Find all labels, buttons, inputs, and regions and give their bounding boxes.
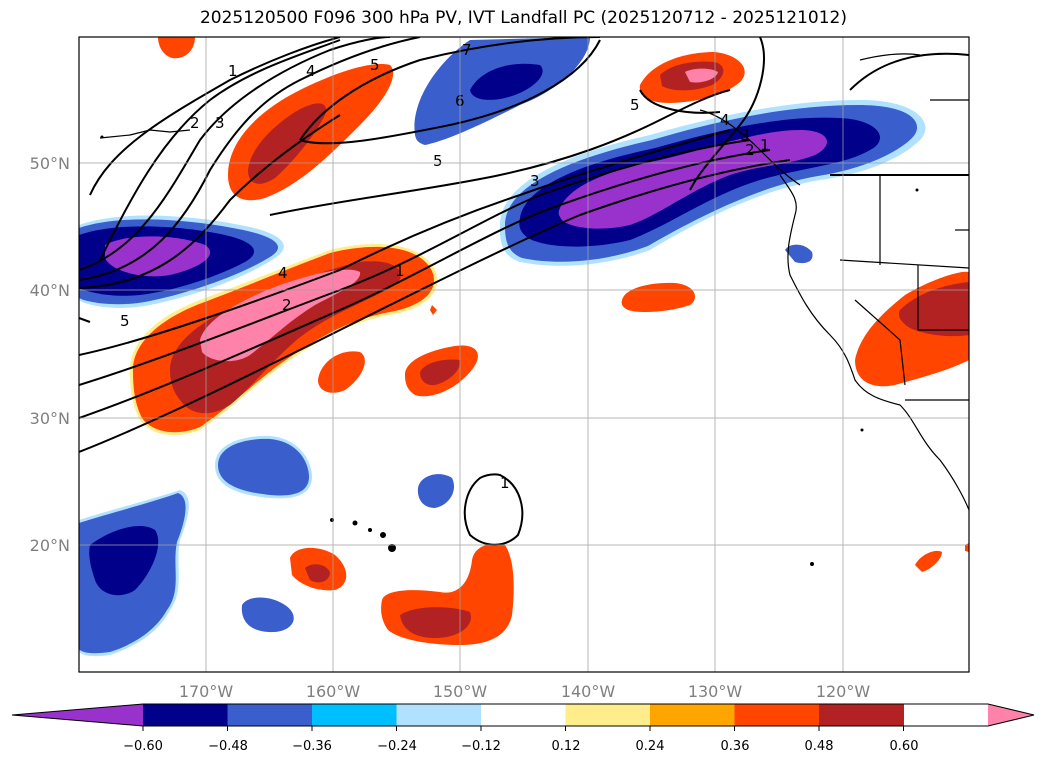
positive-anomaly-northwest [228,64,394,201]
colorbar-tick-label: −0.12 [461,739,501,754]
lat-label: 40°N [30,281,70,300]
colorbar-tick-label: −0.24 [377,739,417,754]
contour-label: 3 [215,114,225,132]
contour-label: 2 [745,141,755,159]
colorbar-tick-label: 0.36 [721,739,750,754]
positive-anomaly-mexico [915,550,942,572]
colorbar-tick-label: 0.48 [805,739,834,754]
colorbar-tick-label: 0.60 [890,739,919,754]
gridlines [79,37,969,672]
plot-area: 1 2 3 4 6 5 1 5 4 3 2 1 5 1 7 5 4 3 2 [79,37,969,672]
contour-label: 4 [306,62,316,80]
negative-anomaly-south-1 [241,597,294,633]
map-title: 2025120500 F096 300 hPa PV, IVT Landfall… [199,8,847,28]
colorbar-tick-label: −0.60 [123,739,163,754]
contour-label: 5 [433,152,443,170]
lat-label: 20°N [30,536,70,555]
contour-label: 7 [462,41,472,59]
negative-anomaly-north-central [414,37,590,145]
contour-label: 1 [395,262,405,280]
positive-anomaly-california [855,271,969,387]
negative-anomaly-southwest [79,490,189,657]
colorbar-segment [481,704,566,726]
contour-label: 3 [530,172,540,190]
positive-anomaly-small-1 [318,351,365,393]
longitude-labels: 170°W 160°W 150°W 140°W 130°W 120°W [179,682,871,701]
contour-label: 4 [720,111,730,129]
positive-anomaly-top-left [158,37,195,59]
colorbar-tick-label: 0.12 [552,739,581,754]
negative-anomaly-coast [785,244,813,264]
colorbar: −0.60 −0.48 −0.36 −0.24 −0.12 0.12 0.24 … [11,703,1035,754]
lon-label: 170°W [179,682,234,701]
colorbar-ticks: −0.60 −0.48 −0.36 −0.24 −0.12 0.12 0.24 … [123,726,918,754]
negative-anomaly-central-2 [417,474,455,508]
colorbar-segment [227,704,313,726]
map-frame [78,36,970,673]
lon-label: 120°W [816,682,871,701]
colorbar-segment [396,704,482,726]
lon-label: 150°W [433,682,488,701]
contour-label: 2 [190,114,200,132]
positive-anomaly-subtropical-band [130,244,438,436]
contour-label: 5 [370,56,380,74]
tiny-positive-blob [430,305,437,315]
lat-label: 50°N [30,154,70,173]
colorbar-tick-label: −0.36 [292,739,332,754]
lon-label: 140°W [561,682,616,701]
colorbar-segment [312,704,397,726]
colorbar-extend-left [12,704,143,726]
colorbar-segment [819,704,904,726]
contour-label: 1 [760,136,770,154]
coastlines [99,53,969,511]
positive-anomaly-south-1 [290,547,347,591]
contour-label: 2 [282,296,292,314]
positive-anomaly-south-2 [381,543,514,645]
lon-label: 130°W [688,682,743,701]
positive-anomaly-alaska [639,52,745,103]
colorbar-segment [650,704,735,726]
lat-label: 30°N [30,409,70,428]
colorbar-segment [734,704,820,726]
colorbar-segment [565,704,651,726]
latitude-labels: 50°N 40°N 30°N 20°N [30,154,70,555]
colorbar-segments [143,704,904,726]
colorbar-extend-right [988,704,1034,726]
contour-label: 5 [630,96,640,114]
contour-label: 1 [500,474,510,492]
lon-label: 160°W [306,682,361,701]
colorbar-tick-label: 0.24 [636,739,665,754]
contour-label: 5 [120,312,130,330]
contour-label: 1 [228,62,238,80]
negative-anomaly-central-1 [215,435,313,499]
contour-label: 3 [740,126,750,144]
contour-labels: 1 2 3 4 6 5 1 5 4 3 2 1 5 1 7 5 4 3 2 [120,41,770,492]
contour-label: 4 [278,264,288,282]
colorbar-tick-label: −0.48 [208,739,248,754]
colorbar-segment [143,704,228,726]
